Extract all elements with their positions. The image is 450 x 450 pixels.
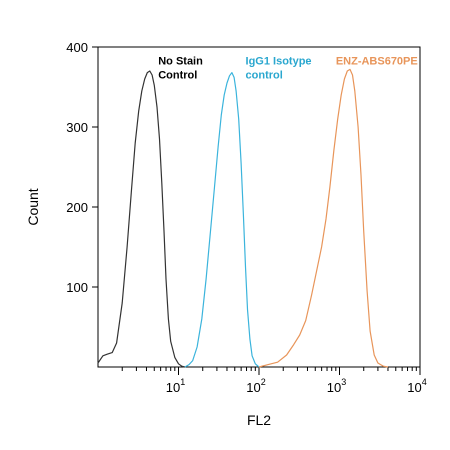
plot-frame: [97, 46, 421, 368]
x-tick-exponent: 2: [261, 377, 266, 387]
y-tick-labels: 100 200 300 400: [66, 40, 88, 295]
y-ticks: [92, 46, 98, 288]
x-tick-label: 104: [407, 377, 426, 395]
x-tick-labels: 101 102 103 104: [166, 377, 427, 395]
x-tick-base: 10: [166, 380, 180, 395]
x-tick-base: 10: [327, 380, 341, 395]
x-axis-title: FL2: [247, 412, 271, 428]
x-tick-label: 102: [246, 377, 265, 395]
series-group: [97, 68, 389, 368]
annotation-group: No Stain Control IgG1 Isotype control ENZ-AB…: [158, 56, 418, 82]
y-tick-label: 100: [66, 280, 88, 295]
series-line-2: [258, 68, 389, 368]
x-tick-label: 103: [327, 377, 346, 395]
series-line-1: [184, 72, 260, 368]
x-minor-ticks: [121, 367, 417, 371]
annotation-label: IgG1 Isotype: [246, 56, 312, 68]
annotation-label: No Stain: [158, 56, 203, 68]
annotation-label: ENZ-ABS670PE: [336, 56, 418, 68]
annotation-label: Control: [158, 70, 197, 82]
y-tick-label: 300: [66, 120, 88, 135]
x-tick-label: 101: [166, 377, 185, 395]
x-tick-exponent: 4: [422, 377, 427, 387]
x-tick-base: 10: [246, 380, 260, 395]
series-line-0: [97, 70, 186, 368]
y-tick-label: 200: [66, 200, 88, 215]
annotation-label: control: [246, 70, 283, 82]
x-tick-base: 10: [407, 380, 421, 395]
x-tick-exponent: 1: [180, 377, 185, 387]
x-tick-exponent: 3: [341, 377, 346, 387]
x-major-ticks: [178, 367, 421, 375]
y-axis-title: Count: [25, 188, 41, 225]
y-tick-label: 400: [66, 40, 88, 55]
